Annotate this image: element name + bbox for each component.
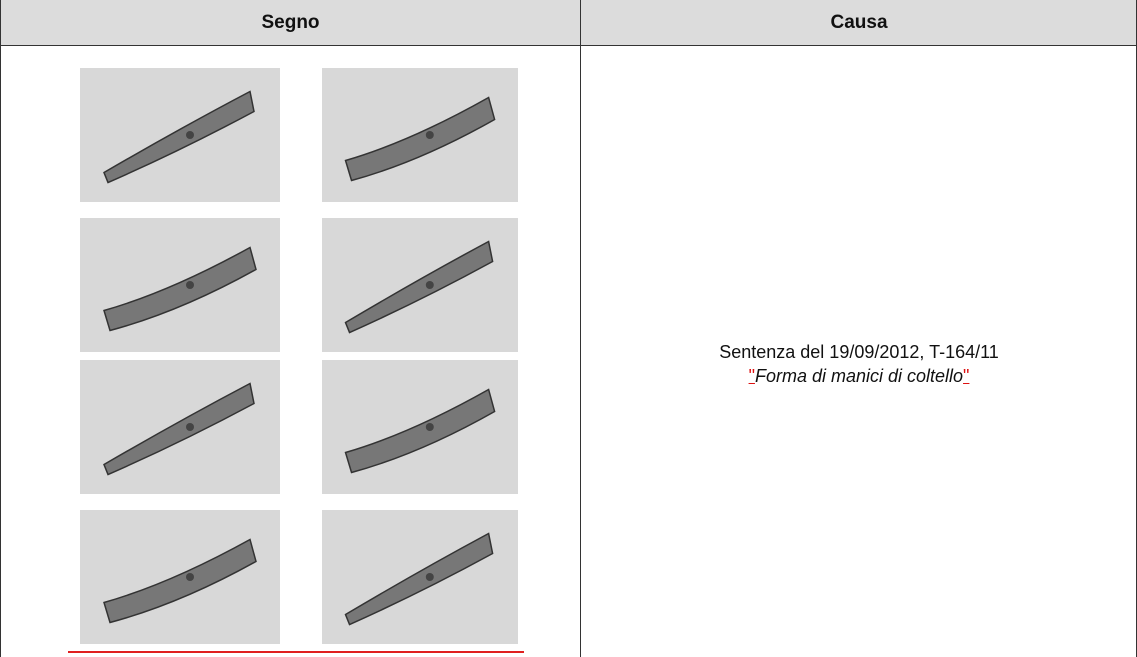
knife-screw <box>186 281 194 289</box>
case-title: "Forma di manici di coltello" <box>581 364 1137 388</box>
case-title-text: Forma di manici di coltello <box>754 366 964 386</box>
knife <box>103 90 255 184</box>
knife <box>103 246 257 332</box>
knife-screw <box>186 131 194 139</box>
border <box>580 0 581 657</box>
trademark-images <box>80 68 518 644</box>
knife <box>344 96 496 182</box>
quote-mark: " <box>963 366 970 386</box>
header-text: Segno <box>261 11 320 33</box>
knife-screw <box>186 573 194 581</box>
quote-mark: " <box>748 366 755 386</box>
knife <box>344 532 494 626</box>
header-cell: Causa <box>581 0 1137 46</box>
cause-cell: Sentenza del 19/09/2012, T-164/11 "Forma… <box>581 340 1137 388</box>
knife <box>103 382 255 476</box>
knife-screw <box>425 281 434 289</box>
knife-screw <box>186 423 194 431</box>
knife <box>344 388 496 474</box>
header-text: Causa <box>830 11 888 33</box>
knife <box>103 538 257 624</box>
knife <box>344 240 494 334</box>
knife-screw <box>425 131 434 139</box>
judgment-reference: Sentenza del 19/09/2012, T-164/11 <box>719 342 999 362</box>
border <box>0 0 1 657</box>
knife-screw <box>425 423 434 431</box>
revision-mark <box>68 651 524 653</box>
header-cell: Segno <box>1 0 580 46</box>
knife-screw <box>425 573 434 581</box>
